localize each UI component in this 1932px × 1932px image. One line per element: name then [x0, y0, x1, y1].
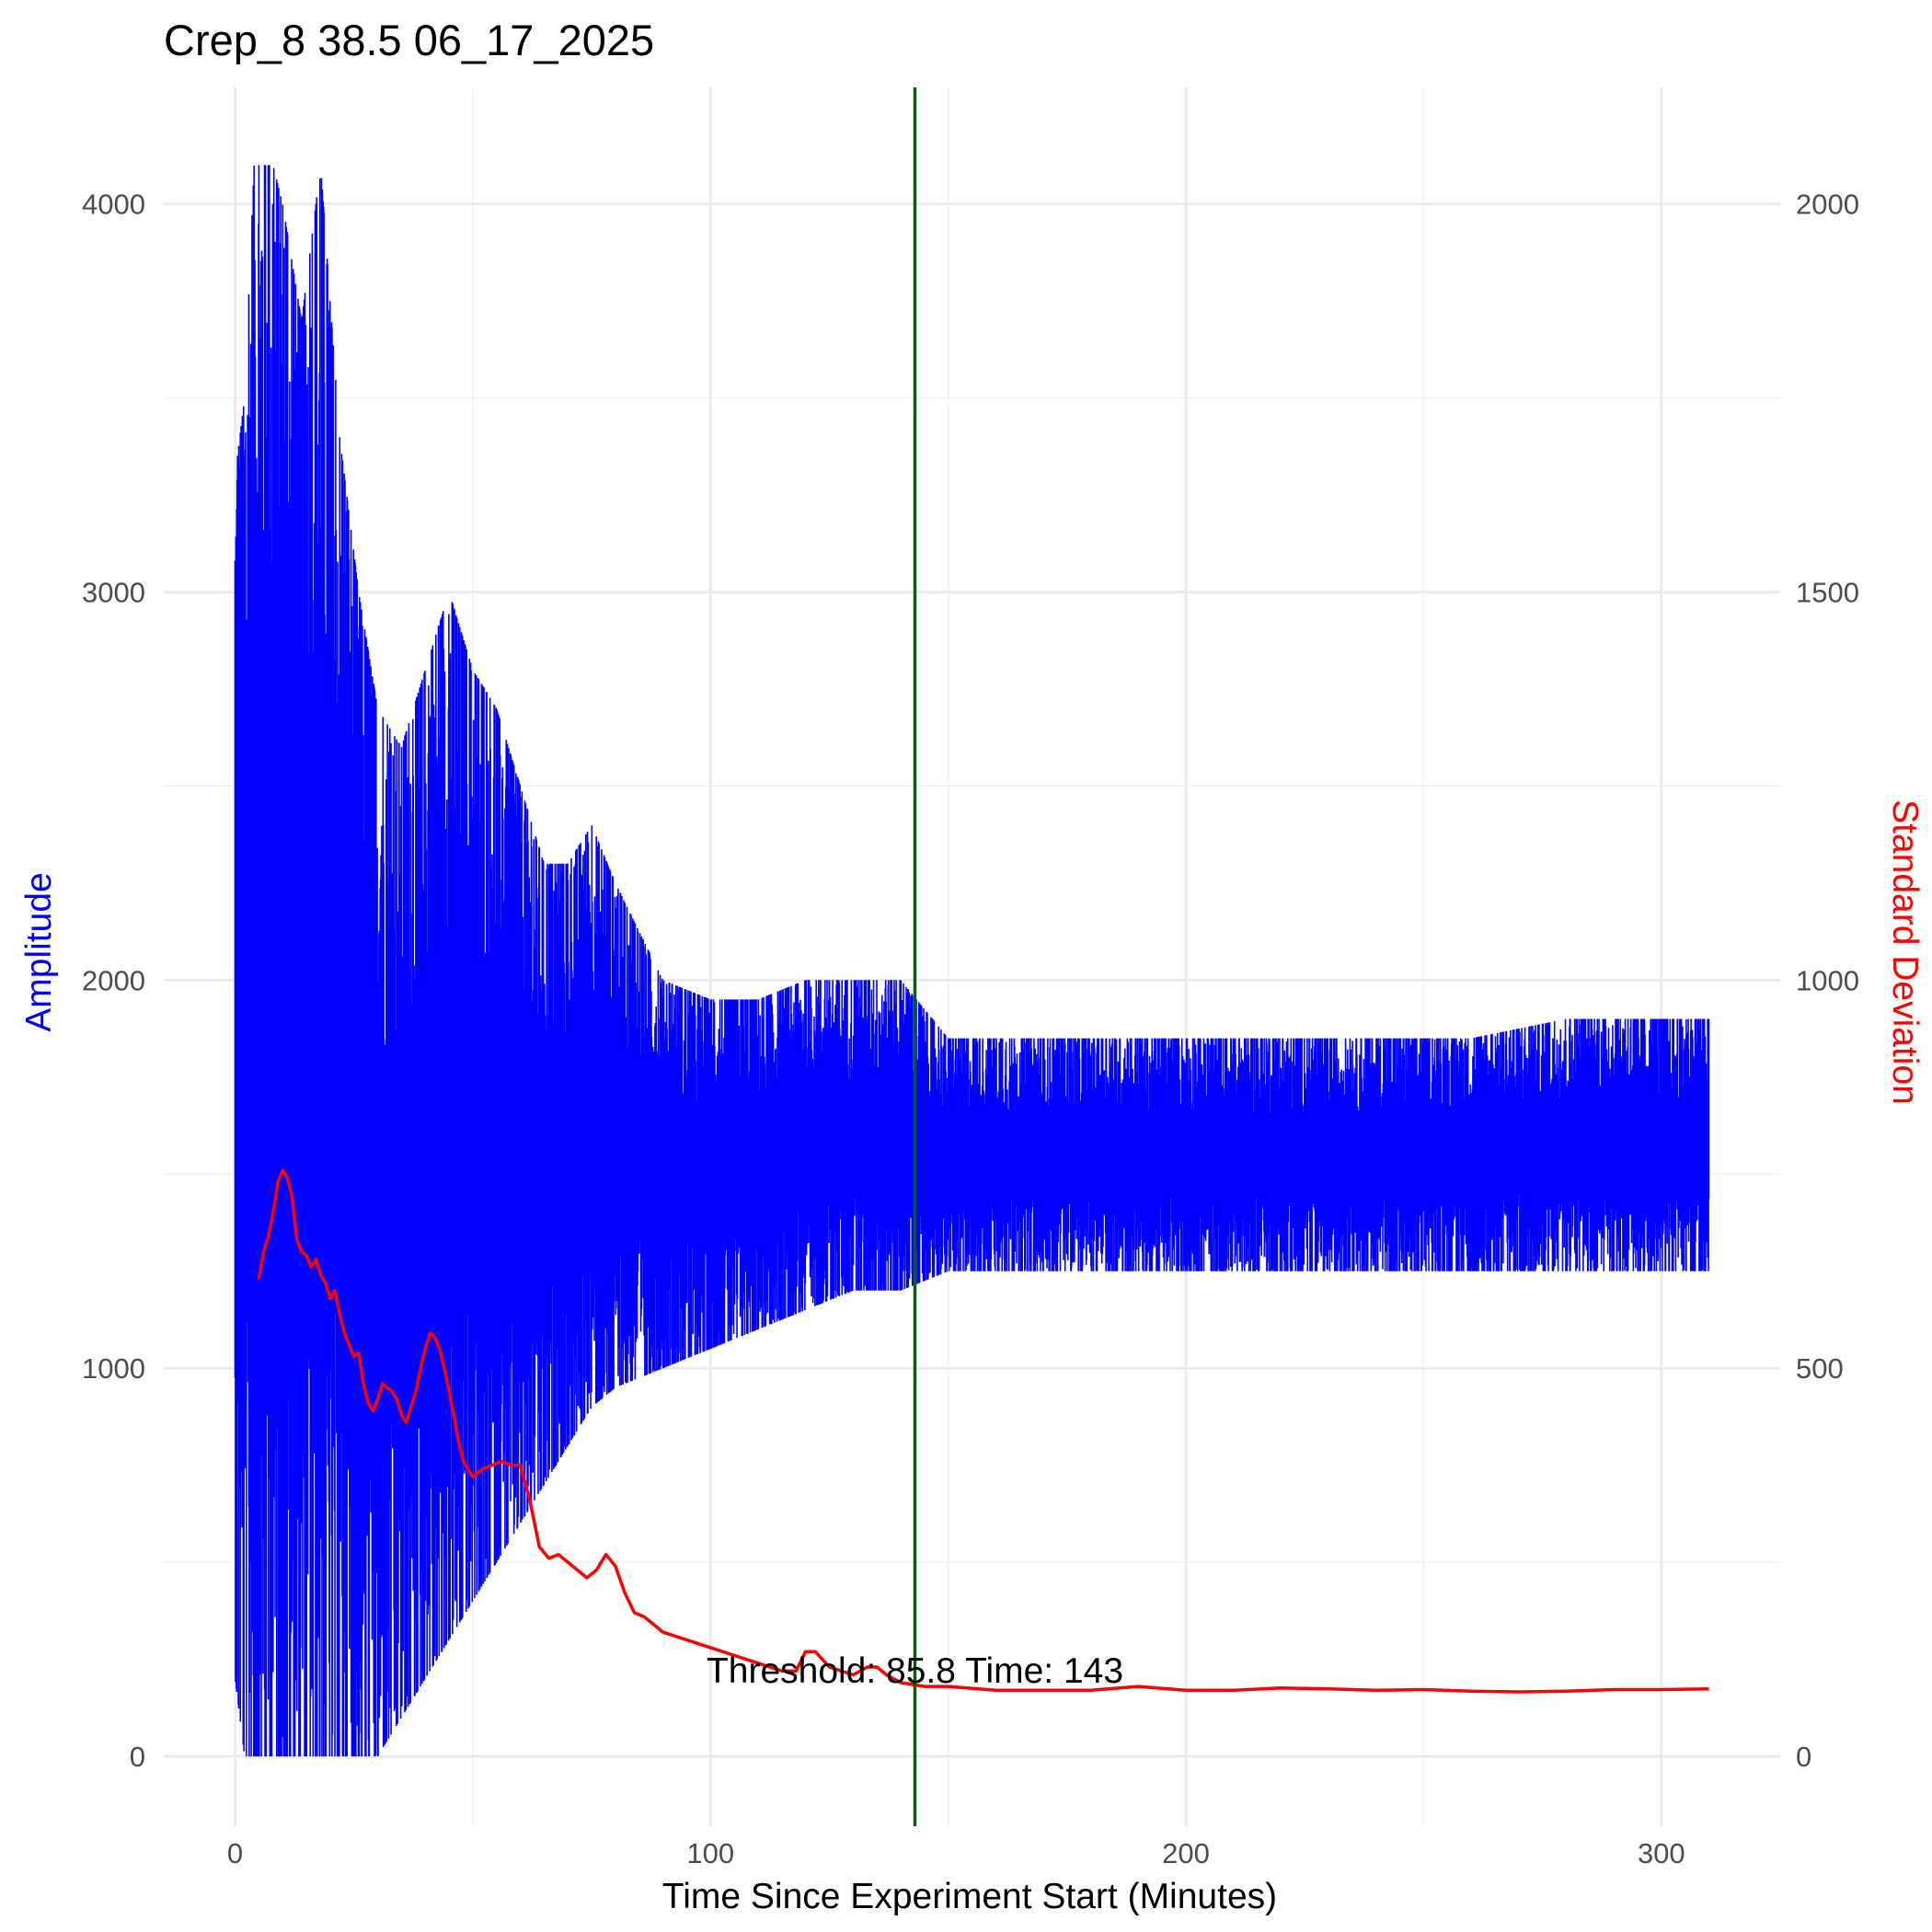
standard-deviation-line [257, 1168, 1709, 1694]
y2-tick-label: 0 [1796, 1741, 1811, 1773]
y2-tick-label: 500 [1796, 1352, 1844, 1385]
y-tick-label: 1000 [82, 1352, 145, 1385]
threshold-annotation: Threshold: 85.8 Time: 143 [707, 1651, 1123, 1691]
chart-title: Crep_8 38.5 06_17_2025 [164, 16, 654, 64]
y-tick-label: 2000 [82, 964, 145, 996]
y-tick-label: 4000 [82, 189, 145, 221]
x-tick-label: 300 [1638, 1837, 1685, 1869]
amplitude-series [234, 165, 1710, 1757]
y-tick-label: 3000 [82, 576, 145, 608]
standard-deviation-series [257, 1168, 1709, 1694]
x-tick-label: 100 [686, 1837, 734, 1869]
y-axis-title: Amplitude [19, 872, 59, 1031]
y2-axis-tick-labels: 0 500 1000 1500 2000 [1796, 189, 1859, 1774]
x-axis-title: Time Since Experiment Start (Minutes) [662, 1877, 1277, 1916]
y2-tick-label: 1000 [1796, 964, 1859, 996]
amplitude-line [234, 165, 1710, 1757]
y2-axis-title: Standard Deviation [1885, 799, 1925, 1105]
y2-tick-label: 1500 [1796, 576, 1859, 608]
x-tick-label: 0 [227, 1837, 243, 1869]
x-tick-label: 200 [1162, 1837, 1210, 1869]
y-axis-tick-labels: 0 1000 2000 3000 4000 [82, 189, 145, 1774]
x-axis-tick-labels: 0 100 200 300 [227, 1837, 1685, 1869]
y2-tick-label: 2000 [1796, 189, 1859, 221]
y-tick-label: 0 [130, 1741, 145, 1773]
